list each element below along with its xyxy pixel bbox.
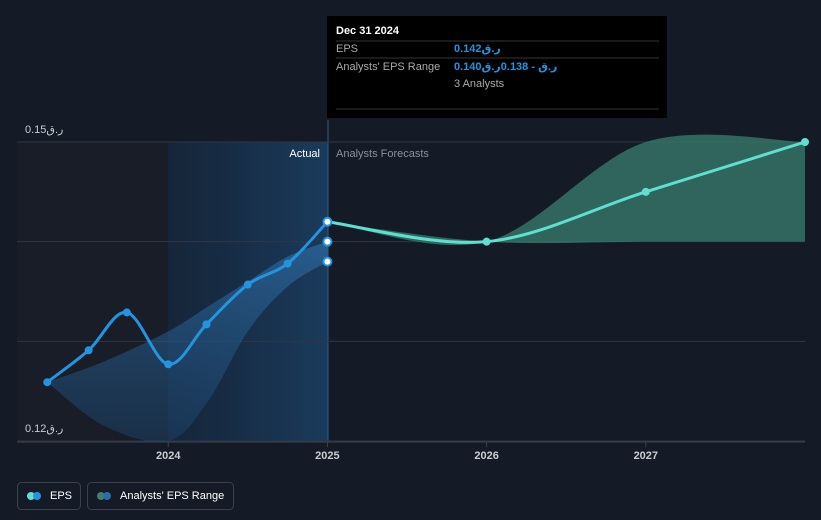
range-point (322, 256, 333, 267)
eps-point (202, 320, 211, 329)
tooltip-value: 0.140ر.ق - 0.138ر.ق (454, 61, 557, 73)
forecast-point (482, 237, 491, 246)
eps-point (43, 378, 52, 387)
eps-point (164, 360, 173, 369)
tooltip-box (327, 16, 667, 118)
forecast-range-area (327, 134, 805, 246)
legend-item-box[interactable] (17, 482, 81, 510)
eps-line (46, 220, 329, 384)
legend-label: EPS (50, 490, 72, 502)
actual-label: Actual (289, 148, 320, 160)
tooltip: Dec 31 2024 EPS 0.142ر.ق Analysts' EPS R… (327, 16, 667, 118)
forecast-line (327, 140, 806, 244)
x-tick-label: 2026 (474, 450, 498, 462)
legend-icon (97, 492, 105, 500)
eps-point (283, 259, 292, 268)
x-tick-label: 2027 (634, 450, 658, 462)
eps-point (243, 280, 252, 289)
eps-point (322, 216, 333, 227)
tooltip-label: Analysts' EPS Range (336, 61, 440, 73)
tooltip-note: 3 Analysts (454, 78, 505, 90)
range-area (47, 241, 328, 443)
legend: EPS Analysts' EPS Range (17, 482, 234, 510)
forecast-label: Analysts Forecasts (336, 148, 429, 160)
tooltip-label: EPS (336, 43, 358, 55)
legend-label: Analysts' EPS Range (120, 490, 224, 502)
eps-point (122, 308, 131, 317)
legend-icon (33, 492, 41, 500)
x-tick-label: 2025 (315, 450, 339, 462)
x-tick-label: 2024 (156, 450, 181, 462)
forecast-point (801, 138, 809, 146)
legend-icon (27, 492, 35, 500)
tooltip-title: Dec 31 2024 (336, 25, 400, 37)
forecast-point (641, 187, 650, 196)
y-tick-label: 0.12ر.ق (25, 423, 63, 435)
legend-item-box[interactable] (87, 482, 234, 510)
legend-icon (103, 492, 111, 500)
eps-point (84, 346, 93, 355)
range-point (322, 236, 333, 247)
y-tick-label: 0.15ر.ق (25, 124, 63, 136)
tooltip-value: 0.142ر.ق (454, 43, 501, 55)
